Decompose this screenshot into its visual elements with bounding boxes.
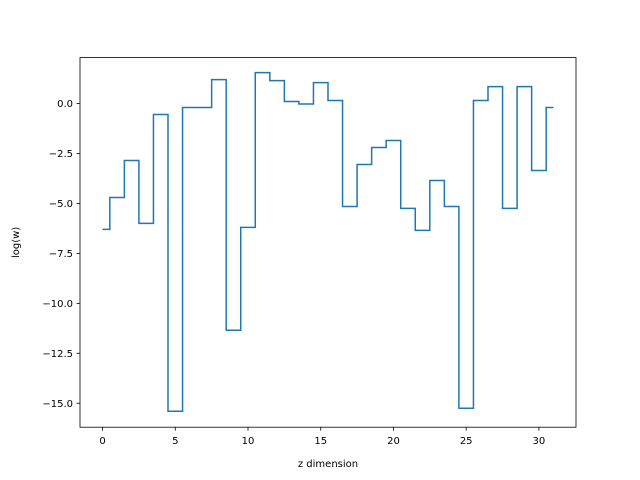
x-axis-label: z dimension: [298, 459, 358, 470]
y-tick-label: −12.5: [42, 349, 73, 360]
y-tick-label: −15.0: [42, 399, 73, 410]
y-axis-label: log(w): [11, 227, 22, 258]
x-tick-label: 20: [387, 436, 400, 447]
plot-frame: [79, 57, 577, 428]
x-tick-label: 5: [172, 436, 178, 447]
x-tick-label: 0: [99, 436, 105, 447]
y-tick-label: −7.5: [49, 249, 73, 260]
y-axis: 0.0 −2.5 −5.0 −7.5 −10.0 −12.5 −15.0: [42, 99, 80, 410]
y-tick-label: −2.5: [49, 149, 73, 160]
plot-area: [80, 57, 576, 428]
x-tick-label: 15: [314, 436, 327, 447]
x-tick-label: 10: [242, 436, 255, 447]
series-line-0: [102, 71, 554, 412]
x-tick-label: 30: [533, 436, 546, 447]
x-tick-label: 25: [460, 436, 473, 447]
series-layer: [102, 71, 554, 412]
y-tick-label: −5.0: [49, 199, 73, 210]
y-tick-label: 0.0: [57, 99, 73, 110]
x-axis: 0 5 10 15 20 25 30: [99, 427, 545, 447]
y-tick-label: −10.0: [42, 299, 73, 310]
